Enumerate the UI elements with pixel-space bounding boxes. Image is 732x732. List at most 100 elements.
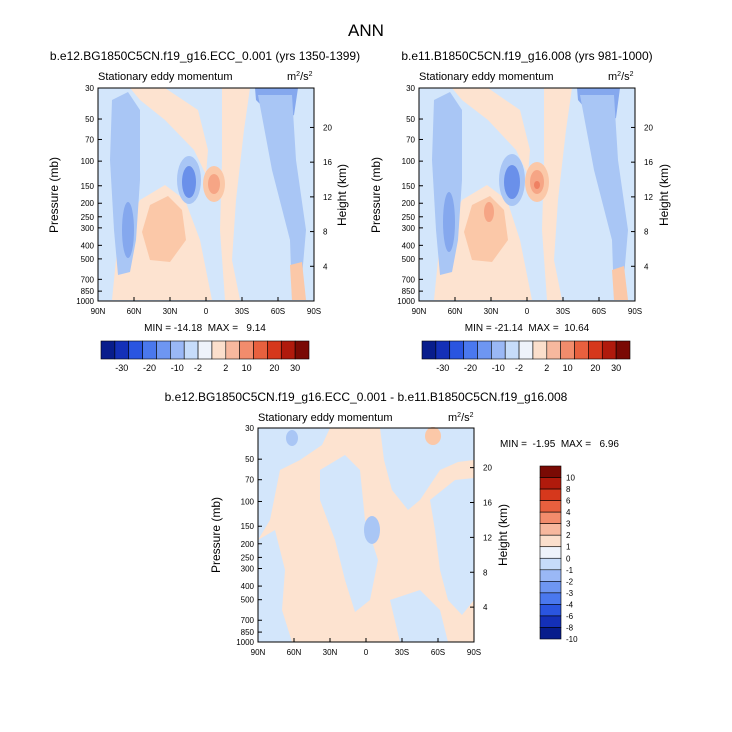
panel-2-positive-right <box>542 88 572 300</box>
panel-1-y-label: Pressure (mb) <box>47 157 61 233</box>
colorbar-swatch <box>128 340 143 360</box>
pressure-tick: 400 <box>241 582 262 591</box>
colorbar-label: -30 <box>436 363 449 373</box>
panel-1-right-label: Height (km) <box>335 164 349 226</box>
panel-2-contours <box>419 88 635 301</box>
latitude-tick: 60S <box>592 297 606 316</box>
colorbar-swatch <box>294 340 310 360</box>
latitude-tick-label: 30N <box>163 307 178 316</box>
pressure-tick: 150 <box>402 182 423 191</box>
latitude-tick-label: 60N <box>287 648 302 657</box>
pressure-tick: 70 <box>85 135 102 144</box>
pressure-tick-label: 300 <box>241 565 255 574</box>
height-tick: 4 <box>310 262 328 271</box>
colorbar-label: 8 <box>566 485 571 494</box>
pressure-tick-label: 50 <box>245 455 254 464</box>
latitude-tick: 90N <box>251 638 266 657</box>
latitude-tick: 90S <box>467 638 481 657</box>
colorbar-label: -6 <box>566 612 574 621</box>
panel-3-title: b.e12.BG1850C5CN.f19_g16.ECC_0.001 - b.e… <box>165 390 568 404</box>
height-tick-label: 4 <box>323 262 328 271</box>
height-tick: 20 <box>631 123 653 132</box>
panel-3-right-label: Height (km) <box>496 504 510 566</box>
latitude-tick-label: 0 <box>204 307 209 316</box>
colorbar-label: 4 <box>566 508 571 517</box>
colorbar-swatch <box>601 340 617 360</box>
pressure-tick: 200 <box>402 199 423 208</box>
pressure-tick-label: 500 <box>402 255 416 264</box>
pressure-tick: 200 <box>241 540 262 549</box>
colorbar-label: -2 <box>515 363 523 373</box>
colorbar-label: 1 <box>566 543 571 552</box>
latitude-tick: 60N <box>448 297 463 316</box>
latitude-tick: 30S <box>235 297 249 316</box>
latitude-tick: 60S <box>431 638 445 657</box>
colorbar-label: -20 <box>464 363 477 373</box>
pressure-tick: 100 <box>81 157 102 166</box>
panel-2: b.e11.B1850C5CN.f19_g16.008 (yrs 981-100… <box>369 49 671 373</box>
colorbar-label: 10 <box>563 363 573 373</box>
colorbar-label: -2 <box>194 363 202 373</box>
pressure-tick: 500 <box>402 255 423 264</box>
pressure-tick-label: 70 <box>85 135 94 144</box>
pressure-tick-label: 850 <box>241 628 255 637</box>
panel-2-positive-core-inner <box>484 202 494 222</box>
pressure-tick-label: 70 <box>245 476 254 485</box>
panel-3-negative-upper-left <box>258 428 330 540</box>
height-tick-label: 12 <box>644 193 653 202</box>
latitude-tick: 60N <box>127 297 142 316</box>
colorbar-swatch <box>615 340 631 360</box>
latitude-tick-label: 30S <box>235 307 249 316</box>
pressure-tick: 50 <box>406 115 423 124</box>
height-tick: 12 <box>310 193 332 202</box>
height-tick: 8 <box>310 228 328 237</box>
colorbar-swatch <box>518 340 534 360</box>
pressure-tick: 150 <box>81 182 102 191</box>
colorbar-swatch <box>170 340 185 360</box>
latitude-tick-label: 60N <box>448 307 463 316</box>
height-tick-label: 20 <box>483 464 492 473</box>
height-tick: 8 <box>470 568 488 577</box>
panel-2-negative-core-1 <box>443 192 455 252</box>
height-tick-label: 16 <box>483 499 492 508</box>
panel-1-latitude-ticks: 90N 60N 30N 0 30S 60S 90S <box>91 297 321 316</box>
colorbar-swatch <box>156 340 171 360</box>
panel-1-title: b.e12.BG1850C5CN.f19_g16.ECC_0.001 (yrs … <box>50 49 360 63</box>
panel-2-min-core <box>504 165 520 199</box>
colorbar-swatch <box>539 477 562 490</box>
pressure-tick: 400 <box>402 241 423 250</box>
colorbar-label: 2 <box>566 531 571 540</box>
height-tick: 4 <box>631 262 649 271</box>
colorbar-swatch <box>539 604 562 617</box>
pressure-tick: 30 <box>85 84 102 93</box>
height-tick: 16 <box>310 158 332 167</box>
colorbar-swatch <box>211 340 227 360</box>
colorbar-label: 10 <box>566 474 575 483</box>
pressure-tick: 250 <box>81 213 102 222</box>
latitude-tick-label: 90S <box>307 307 321 316</box>
pressure-tick: 30 <box>245 424 262 433</box>
panel-1-units: m2/s2 <box>287 71 313 83</box>
pressure-tick: 50 <box>85 115 102 124</box>
pressure-tick-label: 100 <box>241 497 255 506</box>
colorbar-swatch <box>539 500 562 513</box>
pressure-tick-label: 300 <box>81 224 95 233</box>
latitude-tick-label: 60S <box>592 307 606 316</box>
latitude-tick-label: 60S <box>271 307 285 316</box>
colorbar-swatch <box>253 340 268 360</box>
latitude-tick: 0 <box>204 297 209 316</box>
panel-3-latitude-ticks: 90N 60N 30N 0 30S 60S 90S <box>251 638 481 657</box>
pressure-tick-label: 700 <box>81 275 95 284</box>
panel-3-subtitle: Stationary eddy momentum <box>258 412 393 424</box>
height-tick-label: 16 <box>323 158 332 167</box>
colorbar-label: -30 <box>115 363 128 373</box>
colorbar-swatch <box>539 569 562 582</box>
panel-2-positive-core <box>464 196 508 262</box>
panel-3-negative-upper-right <box>380 428 474 510</box>
panel-3-y-label: Pressure (mb) <box>209 497 223 573</box>
colorbar-label: -10 <box>566 635 578 644</box>
pressure-tick-label: 100 <box>402 157 416 166</box>
pressure-tick: 70 <box>406 135 423 144</box>
